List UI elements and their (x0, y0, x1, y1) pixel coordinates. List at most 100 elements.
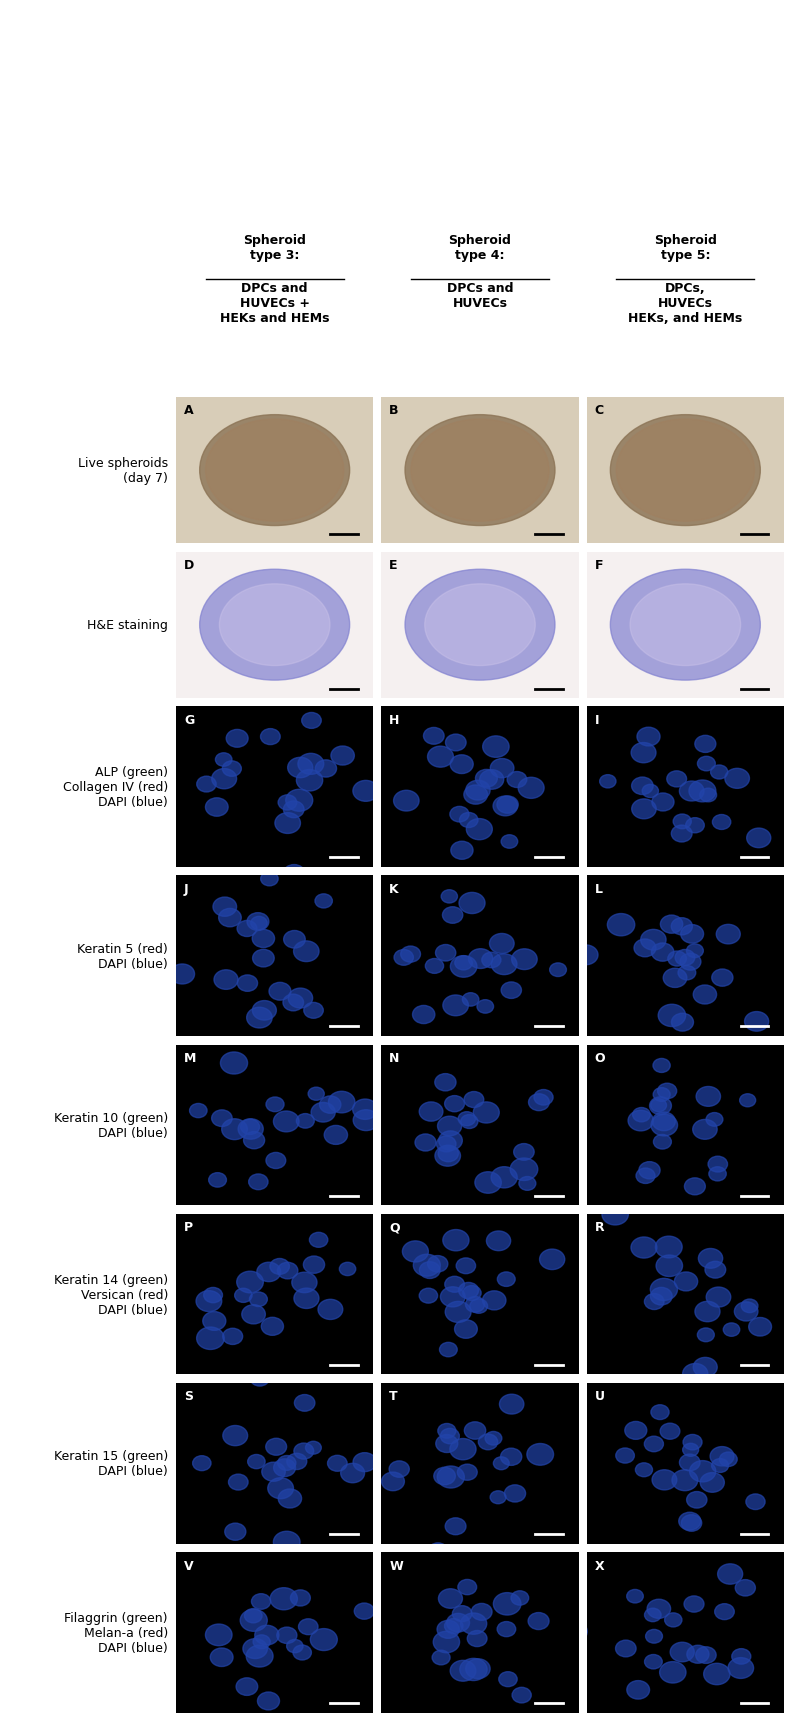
Circle shape (446, 1614, 470, 1631)
Circle shape (682, 1443, 698, 1457)
Circle shape (471, 1604, 492, 1621)
Circle shape (268, 1477, 294, 1498)
Circle shape (251, 1593, 270, 1609)
Text: A: A (184, 403, 194, 417)
Circle shape (310, 1628, 338, 1650)
Circle shape (294, 1443, 314, 1460)
Circle shape (529, 1093, 550, 1111)
Circle shape (698, 1329, 714, 1342)
Circle shape (674, 1272, 698, 1291)
Circle shape (437, 1621, 459, 1638)
Text: S: S (184, 1389, 193, 1403)
Circle shape (510, 1159, 538, 1182)
Circle shape (261, 872, 278, 886)
Circle shape (698, 756, 715, 772)
Circle shape (341, 1464, 365, 1483)
Circle shape (746, 829, 770, 848)
Circle shape (450, 957, 477, 977)
Circle shape (639, 1163, 660, 1180)
Circle shape (450, 1661, 476, 1682)
Circle shape (689, 780, 716, 803)
Circle shape (222, 1119, 247, 1140)
Circle shape (668, 952, 686, 967)
Circle shape (434, 1074, 456, 1092)
Circle shape (221, 1052, 247, 1074)
Circle shape (223, 1426, 248, 1446)
Circle shape (700, 789, 717, 803)
Circle shape (284, 931, 306, 948)
Circle shape (254, 1624, 279, 1645)
Text: K: K (390, 882, 399, 896)
Circle shape (711, 1458, 729, 1472)
Circle shape (482, 1291, 506, 1310)
Circle shape (710, 765, 728, 780)
Circle shape (485, 1432, 502, 1445)
Circle shape (682, 1363, 708, 1384)
Circle shape (660, 1661, 686, 1683)
Circle shape (331, 747, 354, 766)
Circle shape (716, 926, 740, 945)
Text: O: O (594, 1052, 605, 1064)
Text: H&E staining: H&E staining (87, 619, 168, 631)
Circle shape (283, 865, 305, 882)
Circle shape (482, 737, 509, 758)
Circle shape (441, 1429, 459, 1445)
Circle shape (294, 1394, 315, 1412)
Text: DPCs and
HUVECs +
HEKs and HEMs: DPCs and HUVECs + HEKs and HEMs (220, 282, 330, 325)
Circle shape (700, 1472, 724, 1493)
Circle shape (236, 1678, 258, 1695)
Text: U: U (594, 1389, 605, 1403)
Circle shape (434, 1631, 459, 1652)
Circle shape (501, 1448, 522, 1465)
Circle shape (226, 730, 248, 747)
Circle shape (435, 945, 456, 962)
Text: I: I (594, 713, 599, 727)
Circle shape (252, 1002, 276, 1021)
Circle shape (253, 1714, 274, 1730)
Text: L: L (594, 882, 602, 896)
Circle shape (288, 758, 313, 778)
Circle shape (253, 950, 274, 967)
Circle shape (634, 939, 656, 957)
Circle shape (459, 813, 478, 829)
Circle shape (464, 1422, 486, 1439)
Circle shape (234, 1289, 252, 1303)
Circle shape (277, 1628, 297, 1643)
Text: Q: Q (390, 1221, 400, 1233)
Circle shape (238, 976, 258, 991)
Text: V: V (184, 1559, 194, 1571)
Circle shape (672, 1470, 698, 1491)
Circle shape (270, 1259, 290, 1275)
Circle shape (675, 950, 695, 965)
Circle shape (651, 943, 674, 962)
Circle shape (499, 1394, 524, 1413)
Circle shape (219, 585, 330, 666)
Circle shape (497, 796, 518, 813)
Circle shape (435, 1145, 461, 1166)
Circle shape (423, 728, 444, 746)
Circle shape (213, 898, 237, 917)
Circle shape (294, 1289, 319, 1308)
Circle shape (518, 778, 544, 799)
Circle shape (438, 1588, 462, 1609)
Circle shape (419, 1261, 440, 1278)
Circle shape (650, 1097, 671, 1114)
Circle shape (462, 1285, 481, 1301)
Circle shape (650, 1278, 678, 1301)
Circle shape (695, 1301, 720, 1322)
Text: W: W (390, 1559, 403, 1571)
Text: Keratin 14 (green)
Versican (red)
DAPI (blue): Keratin 14 (green) Versican (red) DAPI (… (54, 1273, 168, 1317)
Circle shape (298, 754, 324, 775)
Circle shape (466, 818, 492, 841)
Circle shape (240, 1609, 267, 1631)
Text: J: J (184, 882, 189, 896)
Circle shape (222, 1329, 242, 1344)
Circle shape (250, 917, 267, 931)
Circle shape (650, 1287, 672, 1304)
Circle shape (705, 1261, 726, 1278)
Circle shape (290, 1590, 310, 1605)
Circle shape (690, 1460, 716, 1483)
Circle shape (475, 1171, 502, 1194)
Circle shape (490, 1491, 506, 1503)
Circle shape (436, 1434, 458, 1453)
